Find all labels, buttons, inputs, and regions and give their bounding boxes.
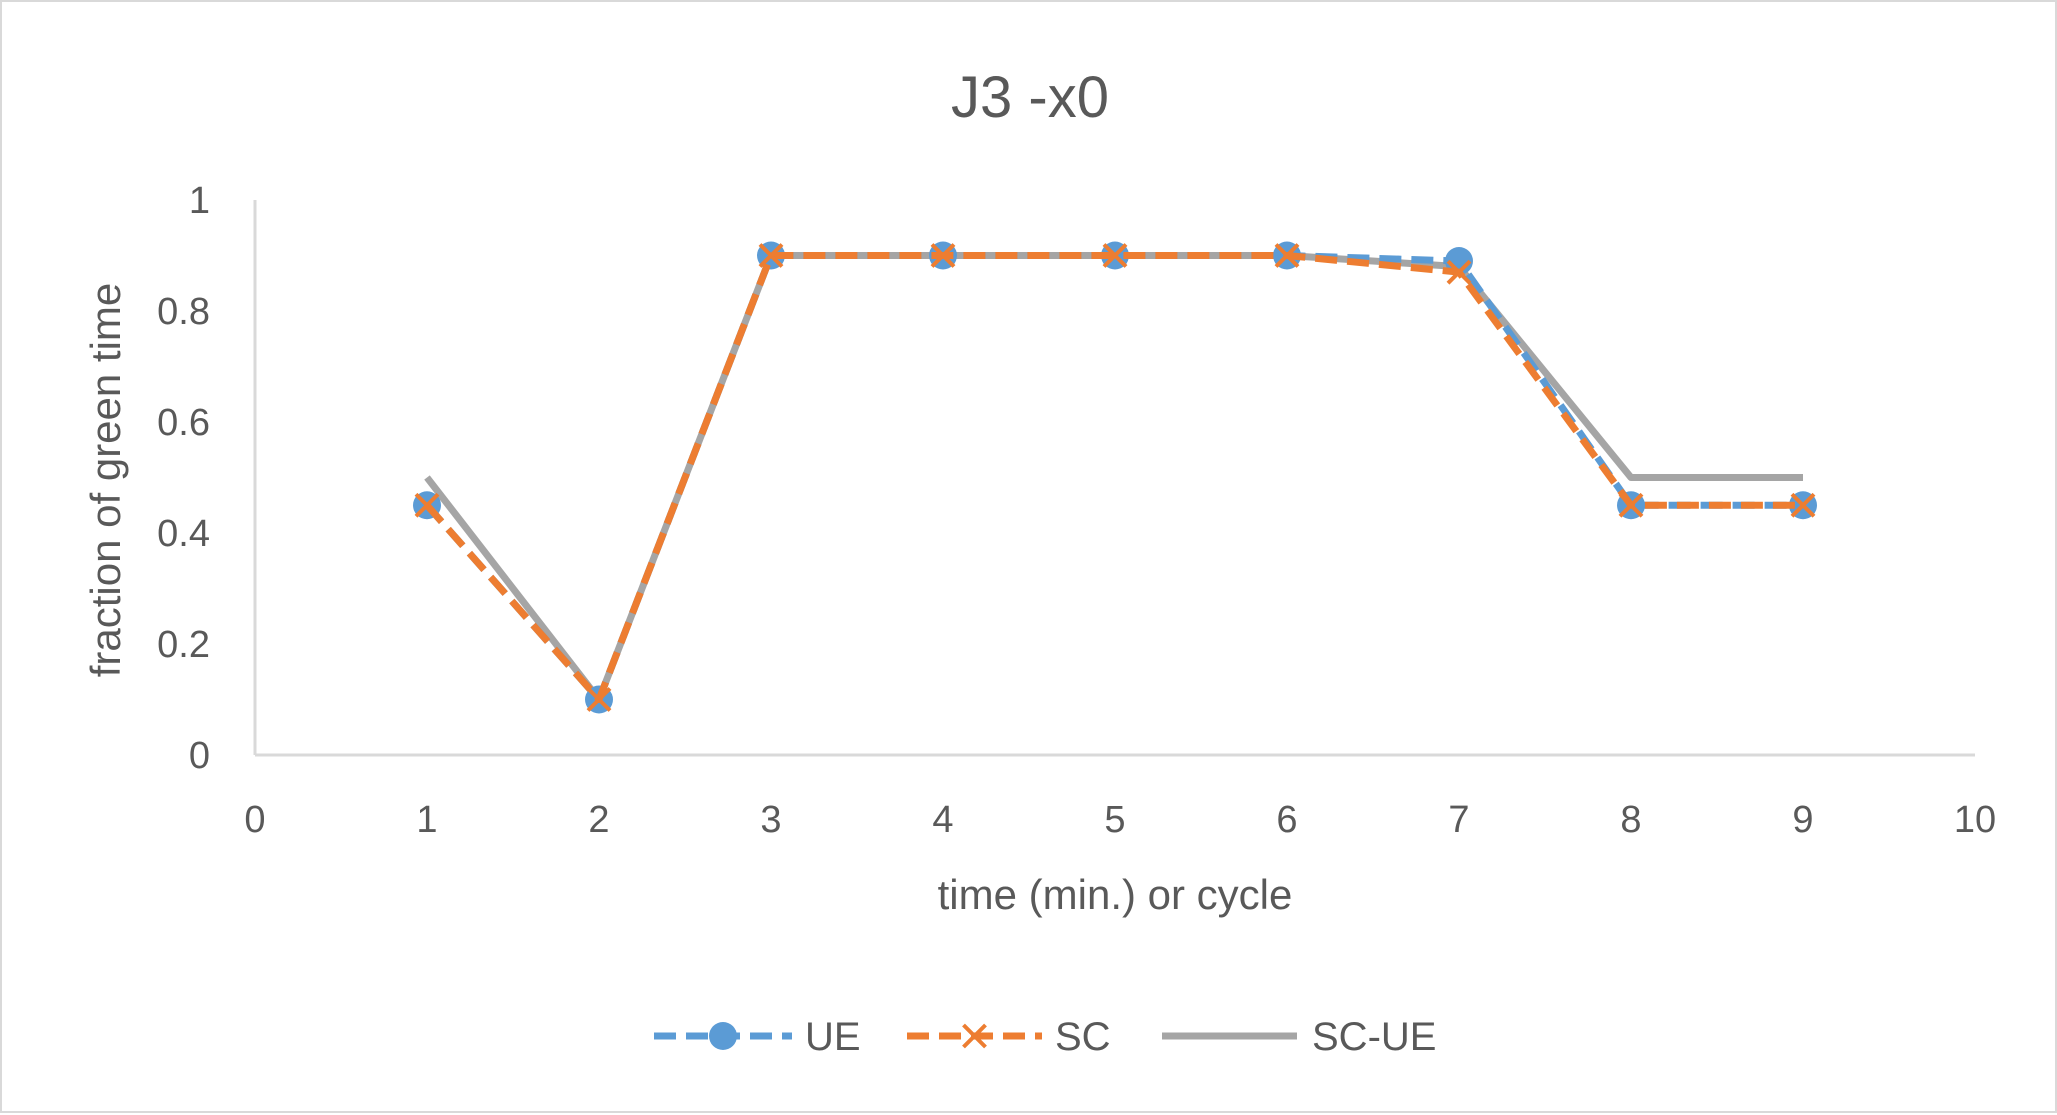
x-axis-label: time (min.) or cycle — [938, 871, 1293, 918]
legend-item-sc-ue: SC-UE — [1162, 1015, 1436, 1059]
series-line-sc — [424, 252, 1803, 703]
data-point — [930, 243, 956, 268]
series-line-sc-ue — [424, 252, 1803, 703]
x-tick-label: 8 — [1620, 799, 1641, 841]
x-tick-label: 5 — [1104, 799, 1125, 841]
y-tick-label: 0.2 — [157, 624, 210, 666]
legend-marker — [709, 1022, 737, 1050]
legend-label: UE — [805, 1015, 861, 1059]
y-axis-label: fraction of green time — [82, 283, 129, 678]
legend-item-sc: SC — [907, 1015, 1111, 1059]
x-tick-label: 10 — [1954, 799, 1996, 841]
legend-label: SC-UE — [1312, 1015, 1436, 1059]
data-point — [1102, 243, 1128, 268]
y-tick-label: 0.4 — [157, 513, 210, 555]
y-tick-label: 0.8 — [157, 291, 210, 333]
series-sc — [414, 243, 1816, 712]
x-tick-label: 7 — [1448, 799, 1469, 841]
legend-item-ue: UE — [654, 1015, 861, 1059]
series-layer — [413, 241, 1817, 714]
x-tick-label: 4 — [932, 799, 953, 841]
plot-area: 0 1 2 3 4 5 6 7 8 9 10 0 0.2 0.4 0.6 0.8 1 — [157, 180, 1996, 841]
data-point — [586, 687, 612, 712]
series-sc-ue — [424, 252, 1803, 703]
legend-label: SC — [1055, 1015, 1111, 1059]
x-tick-labels: 0 1 2 3 4 5 6 7 8 9 10 — [244, 799, 1996, 841]
chart-title: J3 -x0 — [951, 65, 1109, 130]
y-tick-label: 0.6 — [157, 402, 210, 444]
legend: UE SC SC-UE — [654, 1015, 1436, 1059]
data-point — [758, 243, 784, 268]
series-line-ue — [424, 252, 1803, 703]
x-tick-label: 9 — [1792, 799, 1813, 841]
x-tick-label: 2 — [588, 799, 609, 841]
data-point — [1618, 492, 1644, 518]
data-point — [1274, 243, 1300, 268]
x-tick-label: 6 — [1276, 799, 1297, 841]
y-tick-label: 1 — [189, 180, 210, 222]
y-tick-label: 0 — [189, 735, 210, 777]
y-tick-labels: 0 0.2 0.4 0.6 0.8 1 — [157, 180, 210, 777]
legend-marker — [962, 1023, 987, 1049]
data-point — [1790, 492, 1816, 518]
x-tick-label: 1 — [416, 799, 437, 841]
data-point — [414, 492, 440, 518]
data-point — [1446, 259, 1472, 285]
x-tick-label: 0 — [244, 799, 265, 841]
x-tick-label: 3 — [760, 799, 781, 841]
